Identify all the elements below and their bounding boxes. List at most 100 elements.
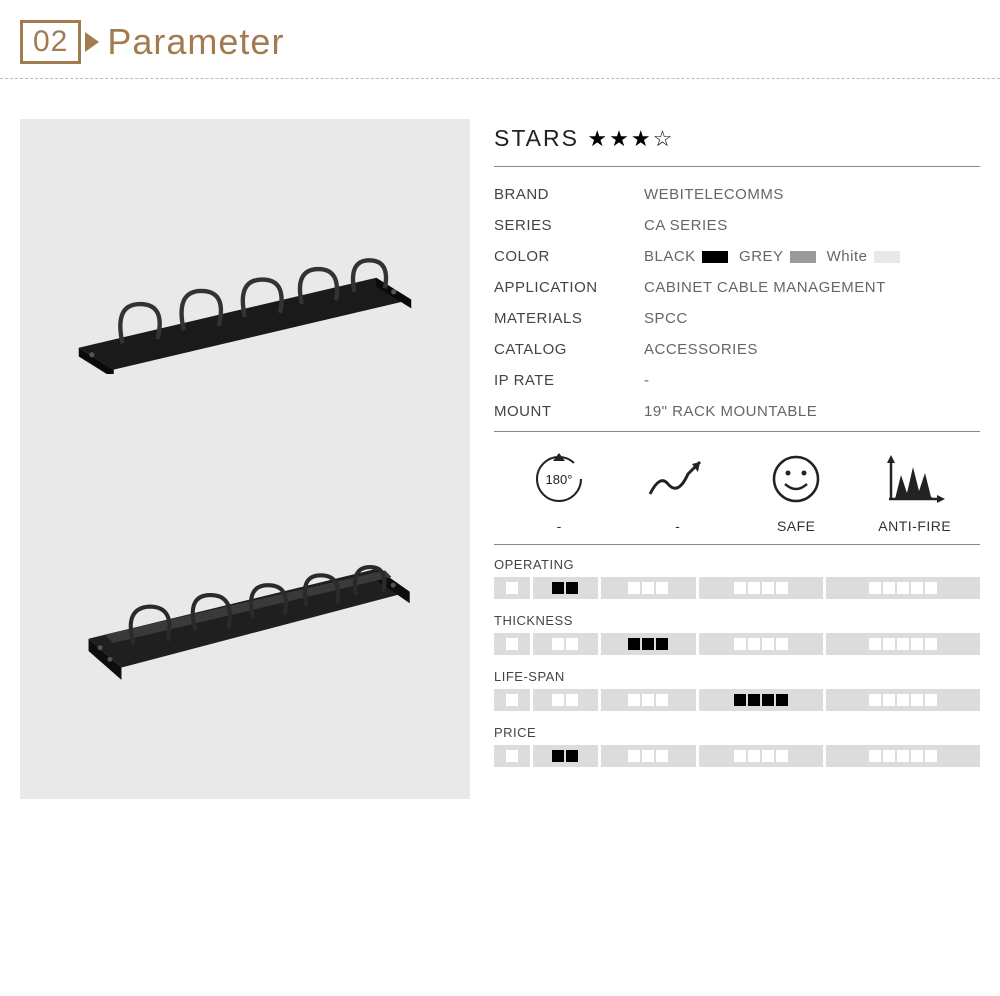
rating-segment (533, 689, 598, 711)
rating-cell (506, 750, 518, 762)
rating-cell (642, 638, 654, 650)
rating-cell (925, 694, 937, 706)
spec-value: SPCC (644, 310, 980, 327)
rating-cell (656, 694, 668, 706)
rating-cell (925, 750, 937, 762)
rating-segment (826, 633, 980, 655)
spec-row: BRANDWEBITELECOMMS (494, 179, 980, 210)
rating-cell (762, 638, 774, 650)
rating-cell (897, 694, 909, 706)
color-swatch (874, 251, 900, 263)
rating-segment (494, 577, 530, 599)
spec-row: MATERIALSSPCC (494, 303, 980, 334)
rating-cell (748, 750, 760, 762)
spec-value: 19" RACK MOUNTABLE (644, 403, 980, 420)
rating-cell (566, 750, 578, 762)
rating-cell (869, 638, 881, 650)
thin-divider (494, 544, 980, 545)
rating-cell (748, 582, 760, 594)
rating-segment (601, 633, 696, 655)
rating-cell (925, 582, 937, 594)
rating-cell (628, 638, 640, 650)
rating-cell (883, 638, 895, 650)
product-view-top (45, 234, 445, 374)
rating-cell (552, 582, 564, 594)
rating-block: PRICE (494, 725, 980, 767)
rating-cell (552, 638, 564, 650)
rating-segment (533, 577, 598, 599)
spec-label: SERIES (494, 217, 644, 234)
rating-cell (869, 750, 881, 762)
thin-divider (494, 166, 980, 167)
rating-cell (506, 694, 518, 706)
rating-cell (552, 750, 564, 762)
rating-cell (897, 582, 909, 594)
rating-cell (748, 638, 760, 650)
spec-column: STARS ★★★☆ BRANDWEBITELECOMMSSERIESCA SE… (494, 119, 980, 799)
rating-cell (734, 582, 746, 594)
feature-label: SAFE (737, 518, 856, 534)
product-image (20, 119, 470, 799)
rating-cell (869, 694, 881, 706)
rating-block: LIFE-SPAN (494, 669, 980, 711)
rating-cell (869, 582, 881, 594)
rating-cell (883, 694, 895, 706)
spec-row: MOUNT19" RACK MOUNTABLE (494, 396, 980, 427)
color-swatch (790, 251, 816, 263)
rating-label: PRICE (494, 725, 980, 740)
spec-row: COLORBLACK GREY White (494, 241, 980, 272)
rating-cell (911, 694, 923, 706)
rating-cell (911, 750, 923, 762)
spec-value: CA SERIES (644, 217, 980, 234)
star-icon: ★ (631, 126, 653, 151)
rating-segment (494, 689, 530, 711)
rating-segment (699, 633, 823, 655)
spec-value: BLACK GREY White (644, 248, 980, 265)
rating-cell (883, 750, 895, 762)
spec-row: APPLICATIONCABINET CABLE MANAGEMENT (494, 272, 980, 303)
rating-cell (734, 750, 746, 762)
rating-cell (734, 694, 746, 706)
trend-up-icon (619, 450, 738, 508)
rating-segment (533, 745, 598, 767)
rating-label: LIFE-SPAN (494, 669, 980, 684)
rating-cell (628, 582, 640, 594)
rating-cell (911, 638, 923, 650)
rating-segment (533, 633, 598, 655)
rating-segment (601, 745, 696, 767)
anti-fire-icon (856, 450, 975, 508)
rating-segment (826, 689, 980, 711)
ratings-block: OPERATINGTHICKNESSLIFE-SPANPRICE (494, 557, 980, 767)
rating-segment (601, 577, 696, 599)
spec-table: BRANDWEBITELECOMMSSERIESCA SERIESCOLORBL… (494, 179, 980, 427)
rating-bar (494, 633, 980, 655)
spec-label: CATALOG (494, 341, 644, 358)
spec-label: BRAND (494, 186, 644, 203)
rating-cell (883, 582, 895, 594)
rating-segment (699, 745, 823, 767)
rating-cell (897, 638, 909, 650)
spec-value: WEBITELECOMMS (644, 186, 980, 203)
spec-label: APPLICATION (494, 279, 644, 296)
rating-cell (897, 750, 909, 762)
rating-segment (699, 689, 823, 711)
star-empty-icon: ☆ (653, 126, 675, 151)
rating-cell (656, 750, 668, 762)
rating-segment (826, 745, 980, 767)
features-row: 180° - - (494, 450, 980, 534)
color-name: BLACK (644, 248, 700, 265)
color-swatch (702, 251, 728, 263)
spec-label: MOUNT (494, 403, 644, 420)
color-name: GREY (739, 248, 788, 265)
rating-block: THICKNESS (494, 613, 980, 655)
rating-cell (656, 582, 668, 594)
feature-safe: SAFE (737, 450, 856, 534)
rating-cell (762, 694, 774, 706)
feature-rotate: 180° - (500, 450, 619, 534)
rating-segment (494, 745, 530, 767)
section-header: 02 Parameter (0, 0, 1000, 74)
rating-cell (734, 638, 746, 650)
rating-segment (494, 633, 530, 655)
rating-cell (762, 582, 774, 594)
rating-cell (628, 694, 640, 706)
